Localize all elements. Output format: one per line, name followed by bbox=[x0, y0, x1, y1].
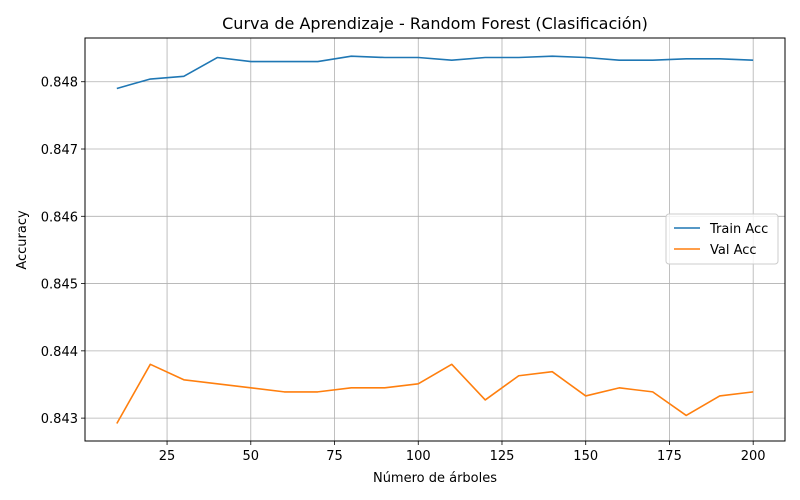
series-lines bbox=[116, 55, 754, 424]
y-axis-label: Accuracy bbox=[15, 210, 30, 270]
x-tick-label: 125 bbox=[490, 449, 515, 464]
x-tick-label: 150 bbox=[573, 449, 598, 464]
series-line-train-acc bbox=[116, 55, 754, 90]
legend-box bbox=[665, 213, 779, 265]
y-tick-label: 0.843 bbox=[41, 412, 78, 427]
y-tick-label: 0.848 bbox=[41, 76, 78, 91]
grid-lines bbox=[85, 38, 785, 441]
x-tick-label: 175 bbox=[657, 449, 682, 464]
x-axis-ticks: 25 50 75 100 125 150 175 200 bbox=[159, 441, 766, 464]
legend: Train Acc Val Acc bbox=[665, 213, 779, 265]
x-tick-label: 75 bbox=[326, 449, 343, 464]
plot-area-frame bbox=[84, 37, 786, 442]
x-tick-label: 50 bbox=[243, 449, 260, 464]
x-tick-label: 100 bbox=[406, 449, 431, 464]
x-tick-label: 200 bbox=[741, 449, 766, 464]
x-tick-label: 25 bbox=[159, 449, 176, 464]
y-axis-ticks: 0.843 0.844 0.845 0.846 0.847 0.848 bbox=[41, 76, 85, 427]
y-tick-label: 0.845 bbox=[41, 278, 78, 293]
y-tick-label: 0.844 bbox=[41, 345, 78, 360]
legend-label: Train Acc bbox=[709, 222, 768, 237]
y-tick-label: 0.846 bbox=[41, 210, 78, 225]
legend-label: Val Acc bbox=[710, 243, 757, 258]
chart-title: Curva de Aprendizaje - Random Forest (Cl… bbox=[222, 14, 648, 33]
x-axis-label: Número de árboles bbox=[373, 471, 497, 486]
y-tick-label: 0.847 bbox=[41, 143, 78, 158]
series-line-val-acc bbox=[116, 363, 754, 424]
